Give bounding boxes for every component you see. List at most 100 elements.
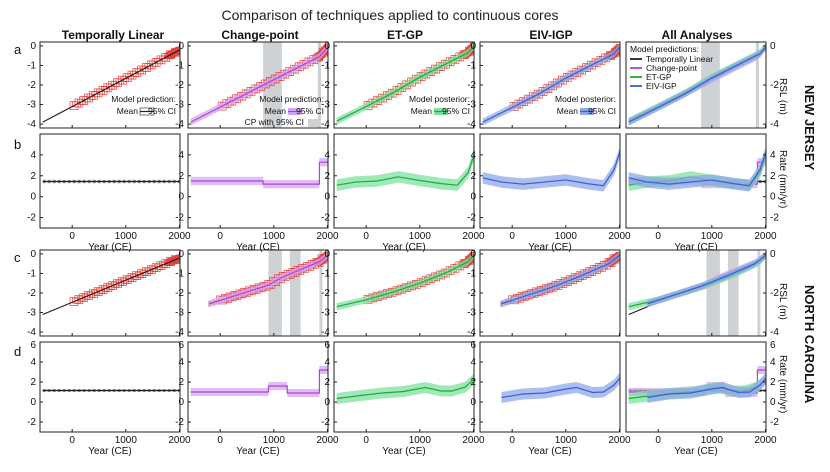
data-box <box>115 279 125 286</box>
panel-frame <box>333 133 475 229</box>
y-tick-label: -3 <box>321 308 330 319</box>
panel-plot-area <box>336 42 474 125</box>
series-line-eiv <box>647 377 766 399</box>
y-tick-label: -2 <box>467 288 476 299</box>
panel-frame <box>479 133 621 229</box>
ci-band-cp <box>190 366 328 397</box>
y-tick-label: -4 <box>27 119 36 130</box>
right-axis-label-rate-nj: Rate (mm/yr) <box>777 150 788 208</box>
panel-plot-area <box>628 42 766 128</box>
y-tick-label: 4 <box>770 357 776 368</box>
y-tick-label: -2 <box>175 213 184 224</box>
x-tick-label: 1000 <box>263 231 286 242</box>
panel-plot-area <box>628 146 766 192</box>
panel-all-2: 0 1000 2000 Year (CE) 4 2 0 -2 <box>625 133 779 253</box>
y-tick-label: -1 <box>321 60 330 71</box>
y-tick-label: 6 <box>178 340 184 351</box>
data-box <box>81 293 91 300</box>
y-tick-label: -3 <box>467 308 476 319</box>
panel-plot-area <box>42 46 180 123</box>
panel-plot-area <box>336 149 474 191</box>
legend-item: EIV-IGP <box>646 81 677 91</box>
y-tick-label: 0 <box>770 397 776 408</box>
panel-plot-area <box>482 43 620 126</box>
change-point-region <box>268 250 282 336</box>
y-tick-label: -2 <box>321 417 330 428</box>
data-box <box>105 283 115 290</box>
column-title-all-analyses: All Analyses <box>662 28 733 42</box>
series-line-eiv <box>482 151 620 187</box>
y-tick-label: 0 <box>324 41 330 52</box>
column-title-eiv-igp: EIV-IGP <box>529 28 572 42</box>
data-box <box>103 283 113 292</box>
data-box <box>98 285 108 294</box>
legend-item: Change-point <box>646 63 698 73</box>
y-tick-label: 0 <box>178 41 184 52</box>
panel-plot-area <box>336 251 474 311</box>
panel-plot-area <box>628 366 766 404</box>
x-tick-label: 0 <box>217 435 223 446</box>
panel-plot-area <box>336 373 474 404</box>
ci-band-eiv <box>501 251 620 308</box>
x-tick-label: 2000 <box>754 231 777 242</box>
y-tick-label: 0 <box>30 192 36 203</box>
data-box <box>139 269 149 276</box>
right-axis-label-rsl-nc: RSL (m) <box>777 283 788 320</box>
y-tick-label: -4 <box>27 327 36 338</box>
x-axis-label: Year (CE) <box>236 242 280 253</box>
x-axis-label: Year (CE) <box>382 446 426 457</box>
y-tick-label: -2 <box>27 288 36 299</box>
series-line-tl <box>42 257 180 316</box>
ci-band-eiv <box>647 251 766 308</box>
y-tick-label: 2 <box>470 377 476 388</box>
legend-item: Temporally Linear <box>646 54 713 64</box>
data-box <box>122 275 132 284</box>
right-axis-label-rsl-nj: RSL (m) <box>777 78 788 115</box>
y-tick-label: 0 <box>470 192 476 203</box>
row-letter-c: c <box>14 250 21 265</box>
y-tick-label: 4 <box>178 150 184 161</box>
y-tick-label: -1 <box>467 60 476 71</box>
data-box <box>96 287 105 294</box>
y-tick-label: -4 <box>467 327 476 338</box>
y-tick-label: 0 <box>178 192 184 203</box>
y-tick-label: 0 <box>178 397 184 408</box>
ci-band-eiv <box>628 146 766 192</box>
panel-frame <box>187 133 329 229</box>
y-tick-label: 0 <box>324 192 330 203</box>
panel-plot-area <box>42 179 180 184</box>
y-tick-label: 4 <box>178 357 184 368</box>
panel-et-3: 0 -1 -2 -3 -4 <box>321 249 475 338</box>
x-tick-label: 1000 <box>555 231 578 242</box>
data-box <box>134 271 144 278</box>
x-axis-label: Year (CE) <box>382 242 426 253</box>
panel-cp-3: 0 -1 -2 -3 -4 <box>175 249 329 338</box>
data-box <box>151 263 161 273</box>
y-tick-label: -4 <box>321 119 330 130</box>
x-tick-label: 0 <box>509 435 515 446</box>
legend-title: Model predictions: <box>630 44 699 54</box>
panel-plot-area <box>42 254 180 316</box>
panel-frame <box>333 341 475 433</box>
data-box <box>101 285 110 292</box>
legend-mean-label: Mean <box>557 106 579 116</box>
column-title-et-gp: ET-GP <box>387 28 423 42</box>
series-line-eiv <box>647 254 766 305</box>
y-tick-label: -3 <box>175 308 184 319</box>
y-tick-label: 2 <box>324 171 330 182</box>
data-box <box>144 267 154 274</box>
y-tick-label: -4 <box>321 327 330 338</box>
x-tick-label: 0 <box>217 231 223 242</box>
x-tick-label: 2000 <box>316 231 339 242</box>
data-box <box>108 281 118 290</box>
y-tick-label: -2 <box>27 417 36 428</box>
series-line-tl <box>42 49 180 123</box>
y-tick-label: 2 <box>770 377 776 388</box>
region-label-new-jersey: NEW JERSEY <box>802 85 817 171</box>
y-tick-label: -1 <box>467 268 476 279</box>
panel-et-2: 0 1000 2000 Year (CE) 4 2 0 -2 <box>321 133 485 253</box>
x-axis-label: Year (CE) <box>674 446 718 457</box>
x-tick-label: 1000 <box>701 231 724 242</box>
series-line-et <box>336 154 474 186</box>
